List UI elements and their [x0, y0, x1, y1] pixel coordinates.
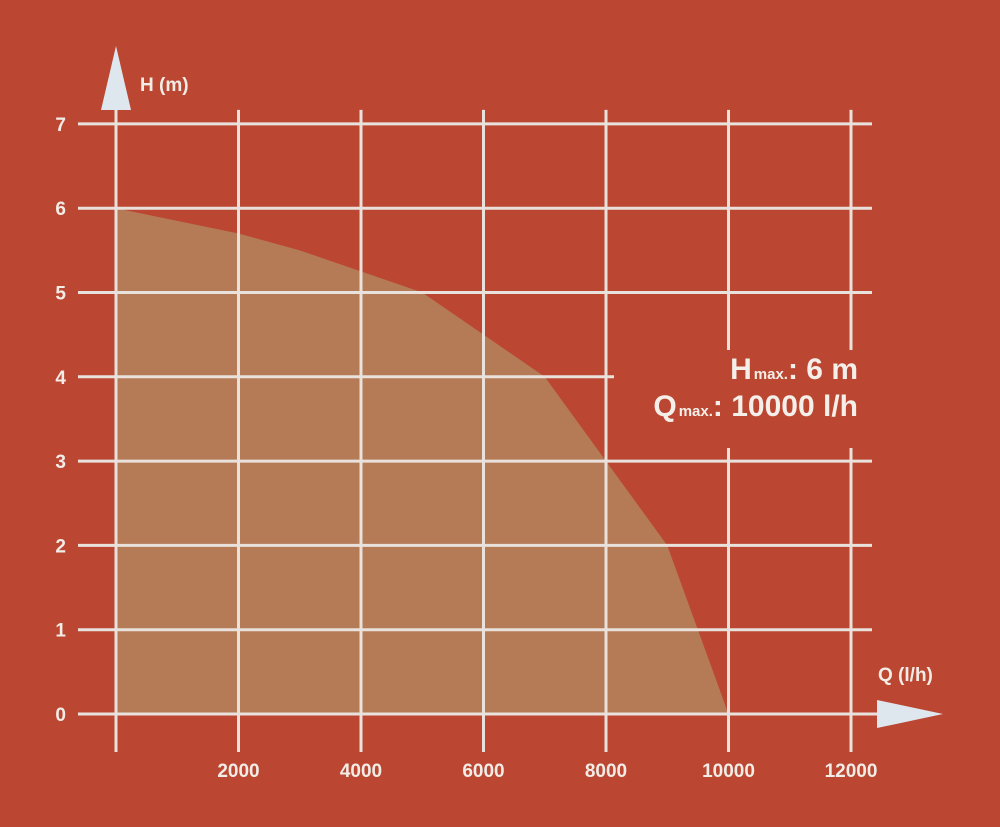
qmax-subscript: max.	[679, 403, 713, 420]
qmax-value: : 10000 l/h	[713, 390, 858, 423]
x-tick-label: 6000	[462, 761, 504, 782]
hmax-value: : 6 m	[788, 353, 858, 386]
tick-label-layer: 0 1 2 3 4 5 6 7 2000 4000 6000 8000 10000 12000	[55, 115, 877, 782]
y-tick-label: 1	[55, 621, 66, 642]
grid-layer	[78, 104, 878, 752]
x-tick-label: 10000	[702, 761, 755, 782]
x-tick-label: 8000	[585, 761, 627, 782]
x-tick-label: 12000	[825, 761, 878, 782]
x-axis-arrow-icon	[877, 700, 943, 728]
hmax-symbol: H	[730, 353, 752, 386]
y-tick-label: 0	[55, 705, 66, 726]
y-tick-label: 7	[55, 115, 66, 136]
y-axis-arrow-icon	[101, 46, 131, 110]
y-tick-label: 2	[55, 536, 66, 557]
y-tick-label: 3	[55, 452, 66, 473]
y-tick-label: 5	[55, 284, 66, 305]
x-axis-label: Q (l/h)	[878, 665, 933, 686]
y-tick-label: 6	[55, 199, 66, 220]
y-axis-label: H (m)	[140, 75, 189, 96]
x-tick-label: 4000	[340, 761, 382, 782]
qmax-symbol: Q	[653, 390, 676, 423]
y-tick-label: 4	[55, 368, 66, 389]
hmax-subscript: max.	[754, 366, 788, 383]
x-tick-label: 2000	[217, 761, 259, 782]
